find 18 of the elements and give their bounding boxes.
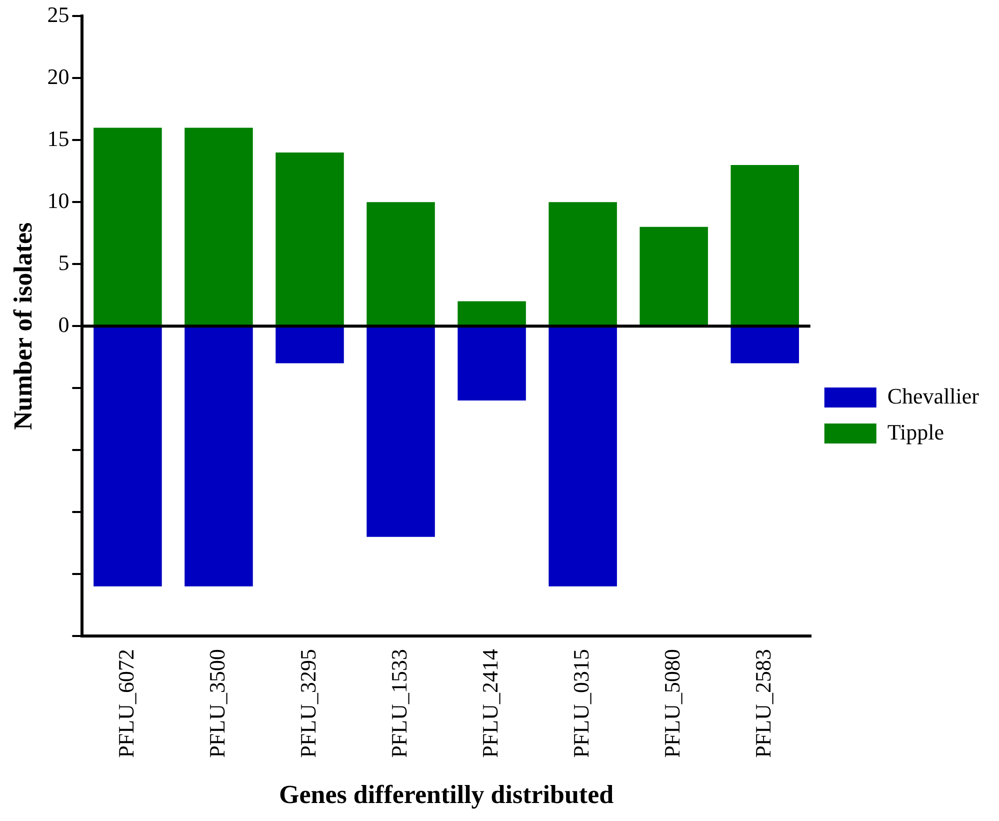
y-tick-label: 0 xyxy=(58,312,70,337)
y-tick-label: 5 xyxy=(58,250,70,275)
x-axis-title: Genes differentilly distributed xyxy=(278,780,614,810)
legend-label: Chevallier xyxy=(887,383,980,408)
y-tick-label: 10 xyxy=(47,188,70,213)
y-tick-label: 25 xyxy=(47,2,70,27)
y-tick-label: 15 xyxy=(47,126,70,151)
y-tick-label: 20 xyxy=(47,64,70,89)
x-tick-label: PFLU_6072 xyxy=(113,649,138,758)
x-tick-label: PFLU_2583 xyxy=(750,649,776,758)
y-axis-title: Number of isolates xyxy=(8,222,38,430)
legend-label: Tipple xyxy=(887,419,944,444)
x-tick-label: PFLU_2414 xyxy=(478,649,503,758)
x-tick-label: PFLU_0315 xyxy=(568,649,594,758)
x-tick-label: PFLU_3500 xyxy=(204,649,230,758)
x-tick-label: PFLU_5080 xyxy=(660,649,685,758)
x-tick-label: PFLU_3295 xyxy=(296,649,321,758)
x-tick-label: PFLU_1533 xyxy=(386,649,412,758)
